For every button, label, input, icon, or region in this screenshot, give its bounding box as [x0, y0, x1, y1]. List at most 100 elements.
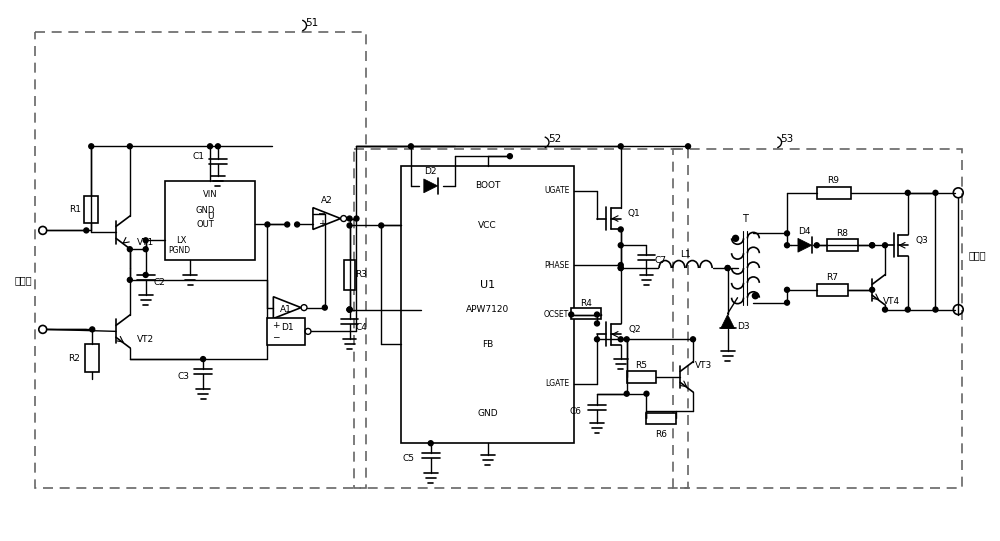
Circle shape [618, 144, 623, 149]
Circle shape [785, 287, 789, 292]
Circle shape [618, 262, 623, 268]
Circle shape [905, 190, 910, 195]
Circle shape [379, 223, 384, 228]
Bar [817, 187, 851, 199]
Polygon shape [273, 296, 301, 319]
Circle shape [785, 300, 789, 305]
Polygon shape [424, 179, 438, 193]
Circle shape [143, 247, 148, 252]
Text: C2: C2 [154, 279, 165, 287]
Text: FB: FB [482, 340, 493, 349]
Circle shape [408, 144, 413, 149]
Text: +: + [272, 321, 279, 330]
Text: R5: R5 [636, 360, 648, 370]
Text: C6: C6 [569, 407, 581, 416]
Circle shape [265, 222, 270, 227]
Text: C5: C5 [403, 453, 415, 463]
Circle shape [883, 243, 887, 248]
Bar [646, 413, 676, 424]
Circle shape [725, 266, 730, 270]
Text: R4: R4 [580, 299, 592, 308]
Text: 51: 51 [305, 17, 319, 28]
Bar [627, 371, 656, 383]
Text: A2: A2 [321, 196, 333, 205]
Circle shape [201, 357, 206, 361]
Circle shape [215, 144, 220, 149]
Text: VT3: VT3 [695, 360, 713, 370]
Circle shape [295, 222, 300, 227]
Circle shape [595, 337, 599, 342]
Circle shape [933, 307, 938, 312]
Circle shape [347, 307, 352, 312]
Text: Q2: Q2 [628, 325, 641, 334]
Bar [35, 32, 366, 488]
Circle shape [507, 154, 512, 159]
Text: T: T [743, 214, 748, 223]
Circle shape [127, 247, 132, 252]
Text: VT1: VT1 [137, 238, 154, 247]
Text: PHASE: PHASE [544, 261, 569, 269]
Text: R3: R3 [355, 270, 367, 280]
Circle shape [127, 144, 132, 149]
Bar [165, 181, 255, 260]
Text: LX: LX [176, 236, 186, 245]
Text: R6: R6 [655, 430, 667, 439]
Text: U: U [207, 212, 213, 221]
Circle shape [322, 305, 327, 310]
Polygon shape [313, 208, 341, 229]
Circle shape [624, 391, 629, 396]
Text: −: − [318, 209, 326, 219]
Circle shape [618, 266, 623, 270]
Text: UGATE: UGATE [544, 186, 569, 195]
Circle shape [347, 307, 352, 312]
Circle shape [595, 321, 599, 326]
Text: BOOT: BOOT [475, 181, 500, 190]
Text: R9: R9 [828, 176, 840, 186]
Text: VCC: VCC [478, 221, 497, 230]
Circle shape [624, 337, 629, 342]
Text: C7: C7 [654, 255, 666, 265]
Circle shape [90, 327, 95, 332]
Circle shape [814, 243, 819, 248]
Text: 53: 53 [780, 134, 794, 144]
Text: PGND: PGND [168, 246, 190, 255]
Text: VT4: VT4 [883, 297, 900, 306]
Circle shape [691, 337, 695, 342]
Text: GND: GND [477, 409, 498, 418]
Bar [84, 196, 98, 223]
Text: Q1: Q1 [627, 209, 640, 218]
Text: 输入端: 输入端 [14, 275, 32, 285]
Bar [401, 166, 574, 443]
Circle shape [870, 243, 875, 248]
Circle shape [870, 243, 875, 248]
Text: +: + [318, 220, 326, 229]
Circle shape [725, 266, 730, 270]
Text: VT2: VT2 [137, 335, 154, 344]
Text: L1: L1 [680, 249, 690, 259]
Circle shape [347, 216, 352, 221]
Circle shape [618, 337, 623, 342]
Circle shape [905, 307, 910, 312]
Circle shape [89, 144, 94, 149]
Bar [354, 149, 688, 488]
Circle shape [143, 238, 148, 243]
Text: D1: D1 [281, 323, 294, 332]
Text: R7: R7 [827, 273, 839, 282]
Circle shape [143, 273, 148, 278]
Text: LGATE: LGATE [545, 379, 569, 388]
Text: GND: GND [195, 206, 215, 215]
Circle shape [347, 223, 352, 228]
Text: Q3: Q3 [915, 236, 928, 245]
Circle shape [347, 307, 352, 312]
Circle shape [127, 278, 132, 282]
Bar [344, 260, 355, 290]
Circle shape [883, 307, 887, 312]
Bar [571, 308, 601, 320]
Text: −: − [272, 332, 279, 341]
Text: R2: R2 [68, 354, 80, 362]
Circle shape [84, 228, 89, 233]
Text: C1: C1 [192, 151, 204, 161]
Circle shape [733, 235, 739, 241]
Circle shape [285, 222, 290, 227]
Circle shape [752, 293, 758, 299]
